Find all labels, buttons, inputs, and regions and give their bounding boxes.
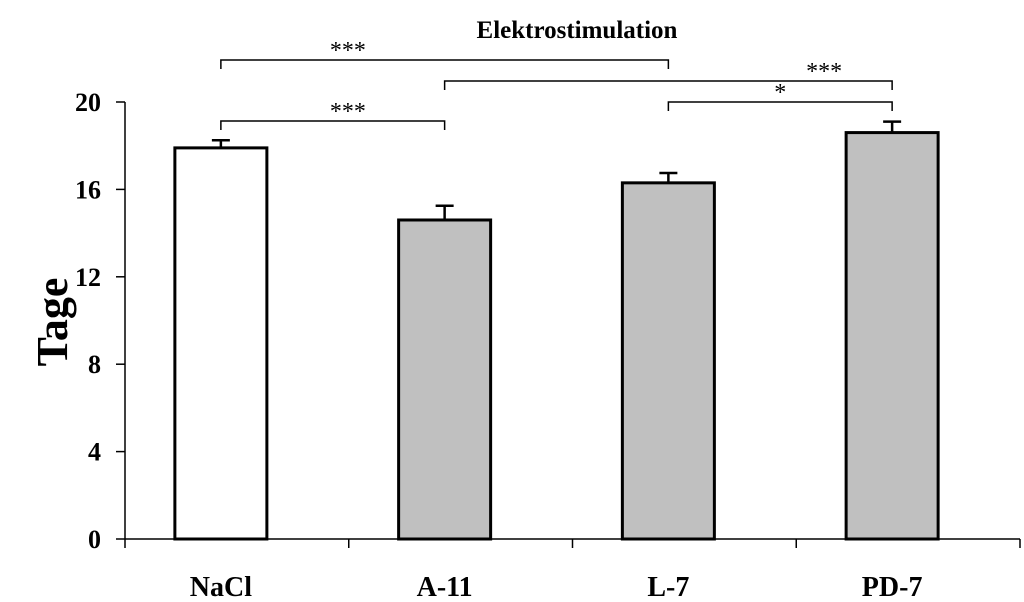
x-category-label: A-11	[417, 572, 473, 602]
x-category-label: L-7	[647, 572, 689, 602]
y-tick-label: 12	[75, 263, 101, 292]
bar	[844, 131, 940, 541]
axes: 0 4 8 12 16 20 NaCl A-11 L-7 PD-7	[75, 88, 1021, 602]
bar	[173, 146, 269, 541]
x-category-label: NaCl	[190, 572, 252, 602]
significance-label: *	[774, 80, 786, 106]
y-tick-label: 20	[75, 88, 101, 117]
significance-brackets: **********	[220, 38, 893, 130]
significance-label: ***	[806, 59, 842, 85]
significance-label: ***	[330, 99, 366, 125]
bar	[397, 218, 493, 541]
significance-bracket	[443, 80, 893, 90]
chart-title: Elektrostimulation	[477, 17, 678, 44]
bar	[620, 181, 716, 541]
bars	[173, 120, 940, 541]
y-tick-label: 4	[88, 438, 101, 467]
significance-bracket	[220, 120, 446, 130]
x-category-label: PD-7	[862, 572, 923, 602]
y-tick-label: 0	[88, 525, 101, 554]
y-axis-label: Tage	[28, 278, 77, 367]
significance-bracket	[667, 101, 893, 111]
y-tick-label: 16	[75, 175, 101, 204]
y-tick-label: 8	[88, 350, 101, 379]
significance-bracket	[220, 59, 670, 69]
significance-label: ***	[330, 38, 366, 64]
